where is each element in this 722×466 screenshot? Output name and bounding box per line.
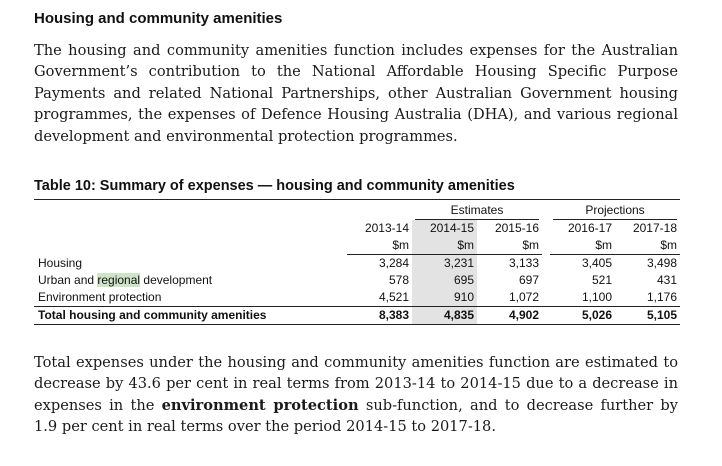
table-cell: 1,176 — [646, 290, 677, 304]
year-header: 2017-18 — [632, 221, 677, 235]
unit-label: $m — [347, 237, 412, 255]
year-header: 2013-14 — [364, 221, 409, 235]
table-cell: 3,284 — [378, 256, 409, 270]
year-header: 2015-16 — [494, 221, 539, 235]
table-row: Urban and regional development 578 695 6… — [34, 272, 680, 289]
unit-label: $m — [477, 237, 542, 255]
estimates-group-label: Estimates — [415, 202, 539, 220]
section-heading: Housing and community amenities — [34, 10, 283, 27]
total-cell: 8,383 — [347, 306, 412, 325]
year-header: 2016-17 — [567, 221, 612, 235]
row-label: Environment protection — [38, 290, 162, 304]
year-header: 2014-15 — [412, 220, 477, 237]
total-row: Total housing and community amenities 8,… — [34, 306, 680, 325]
table-title: Table 10: Summary of expenses — housing … — [34, 178, 515, 194]
unit-label: $m — [412, 237, 477, 255]
table-cell: 521 — [591, 273, 612, 287]
unit-label: $m — [615, 237, 680, 255]
table-cell: 3,498 — [646, 256, 677, 270]
highlighted-text: regional — [97, 273, 141, 287]
intro-paragraph: The housing and community amenities func… — [34, 42, 678, 145]
closing-paragraph: Total expenses under the housing and com… — [34, 354, 678, 436]
total-label: Total housing and community amenities — [34, 306, 347, 325]
unit-label: $m — [550, 237, 615, 255]
table-row: Environment protection 4,521 910 1,072 1… — [34, 289, 680, 307]
bold-term: environment protection — [161, 396, 359, 414]
table-cell: 695 — [412, 272, 477, 289]
table-cell: 3,405 — [581, 256, 612, 270]
estimates-group-cell: Estimates — [412, 199, 542, 220]
table-row: Housing 3,284 3,231 3,133 3,405 3,498 — [34, 254, 680, 272]
row-label: Urban and regional development — [38, 273, 213, 287]
table-cell: 578 — [388, 273, 409, 287]
table-cell: 431 — [656, 273, 677, 287]
total-cell: 4,902 — [477, 306, 542, 325]
total-cell: 5,026 — [550, 306, 615, 325]
table-cell: 1,100 — [581, 290, 612, 304]
year-header-row: 2013-14 2014-15 2015-16 2016-17 2017-18 — [34, 220, 680, 237]
projections-group-cell: Projections — [550, 199, 680, 220]
unit-row: $m $m $m $m $m — [34, 237, 680, 255]
expenses-table: Estimates Projections 2013-14 2014-15 20… — [34, 199, 680, 325]
table-cell: 910 — [412, 289, 477, 307]
table-cell: 1,072 — [508, 290, 539, 304]
group-header-row: Estimates Projections — [34, 199, 680, 220]
table-cell: 3,133 — [508, 256, 539, 270]
total-cell: 5,105 — [615, 306, 680, 325]
table-cell: 697 — [518, 273, 539, 287]
total-cell: 4,835 — [412, 306, 477, 325]
table-cell: 3,231 — [412, 254, 477, 272]
table-cell: 4,521 — [378, 290, 409, 304]
row-label: Housing — [38, 255, 83, 270]
projections-group-label: Projections — [553, 202, 677, 220]
